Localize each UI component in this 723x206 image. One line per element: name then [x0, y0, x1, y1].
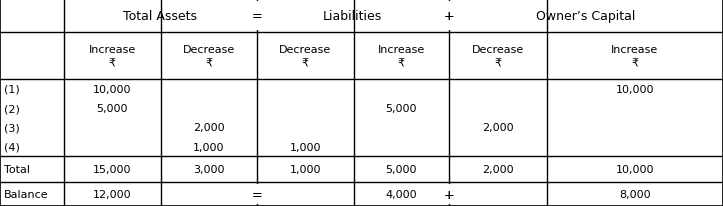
- Text: 5,000: 5,000: [385, 165, 417, 175]
- Text: 1,000: 1,000: [289, 165, 321, 175]
- Text: 2,000: 2,000: [193, 123, 224, 133]
- FancyBboxPatch shape: [440, 2, 458, 31]
- Text: =: =: [252, 10, 262, 23]
- Text: Balance: Balance: [4, 189, 49, 199]
- FancyBboxPatch shape: [248, 2, 265, 31]
- Text: +: +: [444, 10, 454, 23]
- FancyBboxPatch shape: [248, 185, 265, 204]
- Text: =: =: [252, 10, 262, 23]
- Text: Total: Total: [4, 165, 30, 175]
- Text: Owner’s Capital: Owner’s Capital: [536, 10, 636, 23]
- Text: 12,000: 12,000: [93, 189, 132, 199]
- Text: (2): (2): [4, 104, 20, 114]
- Text: =: =: [252, 188, 262, 201]
- Text: (4): (4): [4, 142, 20, 152]
- Text: Decrease
₹: Decrease ₹: [182, 45, 235, 68]
- Text: 1,000: 1,000: [193, 142, 224, 152]
- Text: (3): (3): [4, 123, 20, 133]
- Text: 2,000: 2,000: [482, 123, 513, 133]
- Text: Liabilities: Liabilities: [323, 10, 382, 23]
- Text: Decrease
₹: Decrease ₹: [471, 45, 524, 68]
- Text: Increase
₹: Increase ₹: [88, 45, 136, 68]
- Text: =: =: [252, 188, 262, 201]
- Text: Increase
₹: Increase ₹: [611, 45, 659, 68]
- Text: (1): (1): [4, 84, 20, 94]
- Text: 2,000: 2,000: [482, 165, 513, 175]
- Text: +: +: [444, 188, 454, 201]
- Text: Decrease
₹: Decrease ₹: [279, 45, 331, 68]
- Text: 15,000: 15,000: [93, 165, 132, 175]
- Text: Total Assets: Total Assets: [123, 10, 197, 23]
- Text: 5,000: 5,000: [96, 104, 128, 114]
- Text: 4,000: 4,000: [385, 189, 417, 199]
- Text: +: +: [444, 188, 454, 201]
- FancyBboxPatch shape: [440, 185, 458, 204]
- Text: 10,000: 10,000: [93, 84, 132, 94]
- Text: Increase
₹: Increase ₹: [377, 45, 425, 68]
- Text: 5,000: 5,000: [385, 104, 417, 114]
- Text: +: +: [444, 10, 454, 23]
- Text: 10,000: 10,000: [615, 165, 654, 175]
- Text: 1,000: 1,000: [289, 142, 321, 152]
- Text: 3,000: 3,000: [193, 165, 224, 175]
- Text: 10,000: 10,000: [615, 84, 654, 94]
- Text: 8,000: 8,000: [619, 189, 651, 199]
